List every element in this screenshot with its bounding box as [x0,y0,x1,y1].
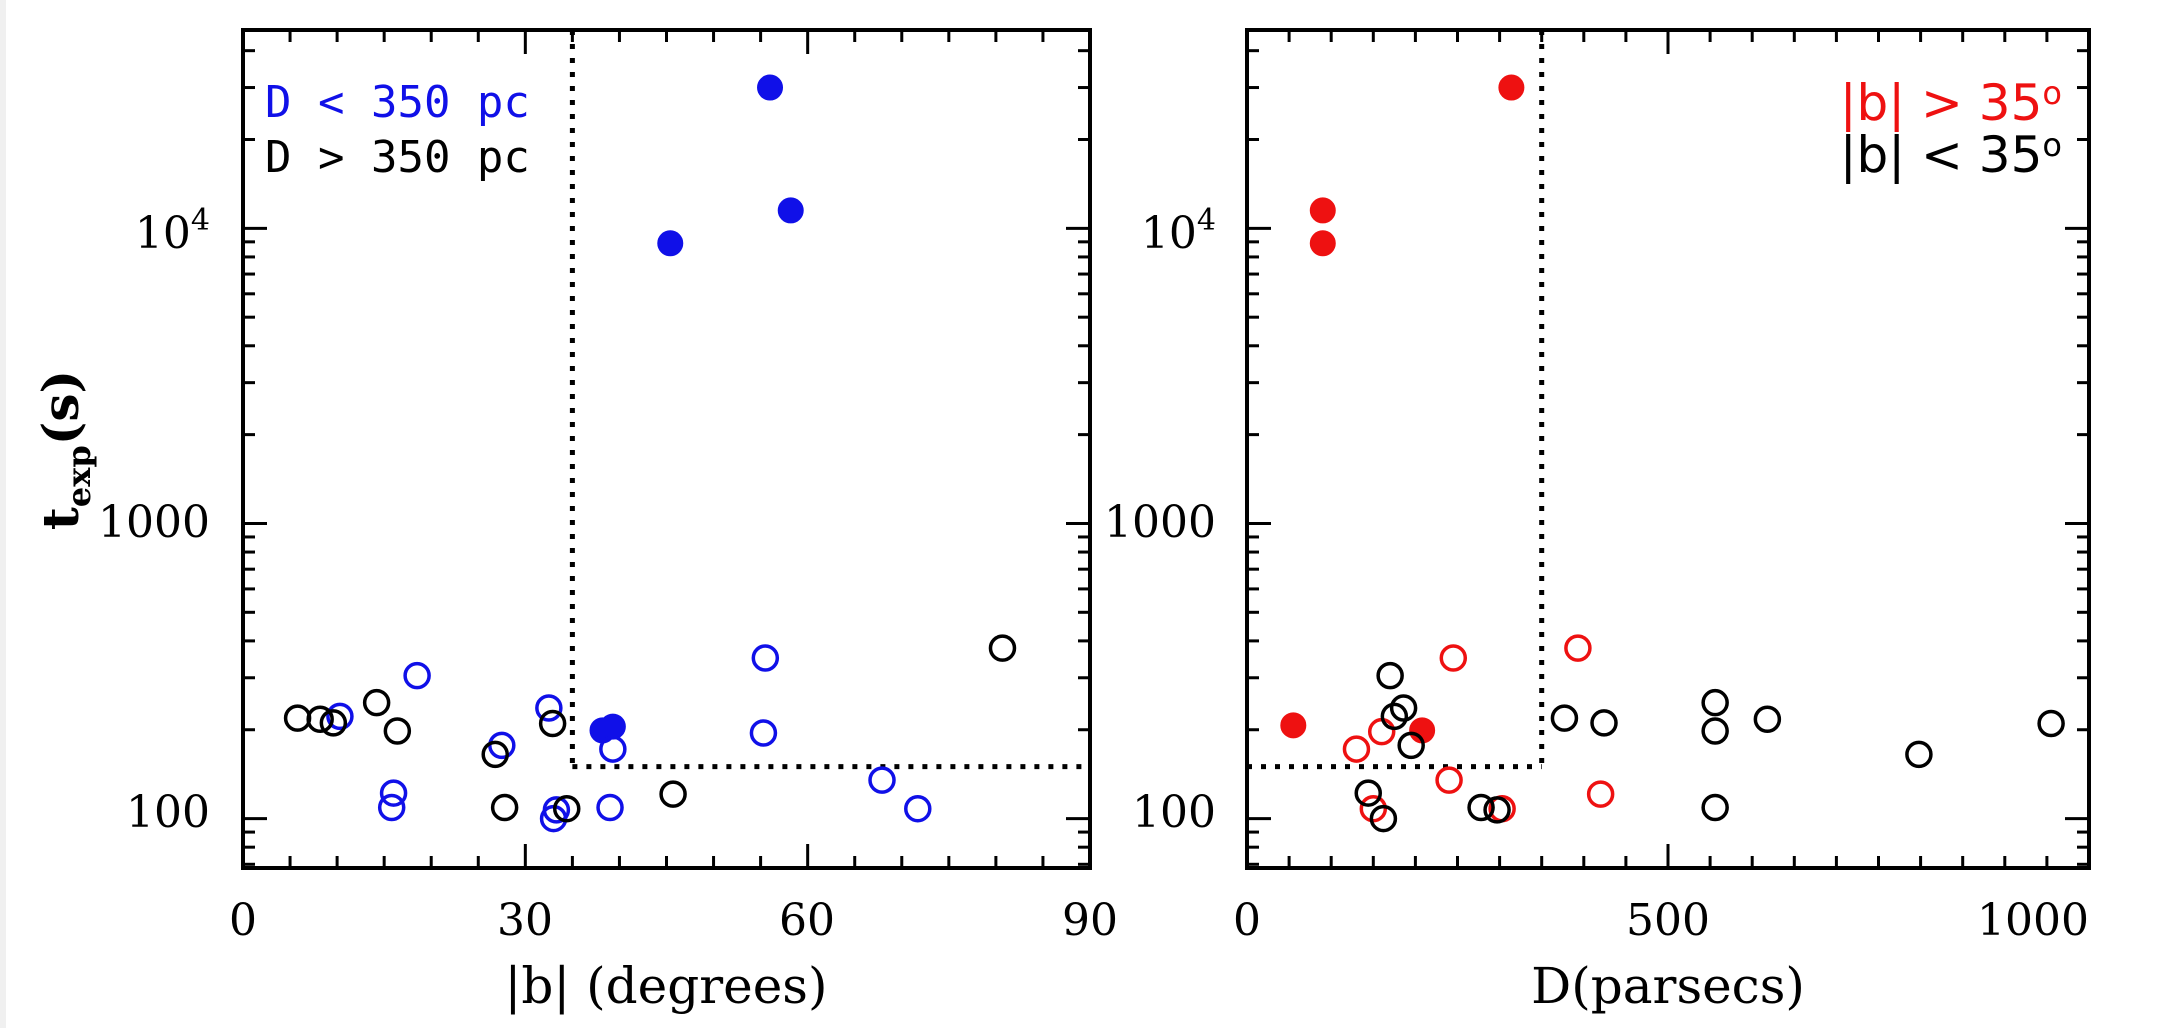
data-point-filled [1280,712,1307,739]
data-point-open [1905,740,1933,769]
x-tick-label: 0 [229,895,257,946]
legend-entry-near: D < 350 pc [265,77,530,128]
points-right [1280,74,2065,833]
data-point-open [1701,793,1729,822]
x-tick-label: 1000 [1977,895,2089,946]
data-point-open [1483,796,1511,824]
data-point-open [1369,804,1398,833]
x-axis-label-left: |b| (degrees) [505,957,828,1015]
data-point-open [1359,794,1388,823]
y-axis-label-suffix: (s) [31,370,90,445]
data-point-open [1467,793,1495,822]
y-tick-label-1000: 1000 [98,497,210,548]
data-point-open [988,634,1017,662]
panel-left: 100 1000 104 0 30 60 90 |b| (degrees) te… [31,28,1118,1015]
panel-right: 100 1000 104 0 500 1000 D(parsecs) |b| >… [1104,28,2091,1015]
x-tick-label: 30 [497,895,553,946]
y-tick-label-10000: 104 [135,203,210,259]
data-point-open [1753,705,1782,734]
data-point-open [306,705,334,734]
data-point-open [377,793,406,822]
y-tick-label-100: 100 [1132,787,1216,838]
legend-entry-far: D > 350 pc [265,132,530,183]
data-point-open [596,793,624,822]
data-point-open [490,793,519,822]
x-tick-label: 0 [1233,895,1261,946]
data-point-open [868,766,896,794]
data-point-open [481,740,509,769]
y-tick-label-10000-base: 10 [135,208,191,259]
legend-degree: o [2042,126,2062,164]
ticks-right [1245,30,2091,868]
data-point-open [326,702,354,731]
legend-entry-high-lat: |b| > 35o [1840,74,2062,132]
data-point-open [1590,709,1618,737]
y-axis-label-main: t [31,507,90,530]
data-point-open [659,780,687,808]
data-point-open [599,735,627,763]
data-point-filled [777,197,804,224]
y-tick-label-10000-exp: 4 [1197,203,1216,238]
data-point-open [751,644,780,672]
data-point-open [1701,688,1729,717]
data-point-open [379,779,408,807]
data-point-filled [1309,197,1336,224]
data-point-open [1367,717,1396,746]
y-axis-label: texp(s) [31,370,98,530]
data-point-open [283,704,312,732]
y-tick-label-10000-base: 10 [1141,208,1197,259]
data-point-open [552,794,581,823]
data-point-open [1564,634,1592,662]
x-tick-label: 500 [1626,895,1710,946]
data-point-open [1380,702,1409,731]
y-tick-label-1000: 1000 [1104,497,1216,548]
data-point-open [403,661,431,690]
legend-entry-low-lat: |b| < 35o [1840,126,2062,184]
data-point-open [1550,704,1579,732]
data-point-open [1701,717,1729,745]
data-point-open [383,717,412,745]
data-point-open [538,709,567,738]
data-point-open [1439,644,1468,672]
y-axis-label-sub: exp [60,445,98,507]
data-point-filled [657,230,684,257]
data-point-filled [1309,230,1336,257]
y-tick-label-10000-exp: 4 [191,203,210,238]
data-point-filled [599,713,626,740]
y-tick-label-100: 100 [126,787,210,838]
data-point-open [904,794,932,823]
data-point-open [1354,779,1382,807]
legend-degree: o [2042,74,2062,112]
data-point-open [362,688,391,717]
data-point-open [1389,694,1418,722]
y-tick-label-10000: 104 [1141,203,1216,259]
data-point-open [535,694,563,722]
legend-label: |b| > 35 [1840,74,2043,132]
data-point-open [749,719,778,747]
data-point-open [1376,661,1404,690]
data-point-open [319,709,348,737]
x-tick-label: 60 [779,895,835,946]
left-margin-strip [0,0,6,1028]
data-point-open [1342,735,1371,763]
data-point-open [1435,766,1463,794]
ticks-left [241,30,1092,868]
data-point-filled [1498,74,1525,101]
data-point-open [1397,731,1425,760]
data-point-open [2037,709,2065,738]
data-point-filled [757,74,784,101]
x-tick-label: 90 [1062,895,1118,946]
legend-label: |b| < 35 [1840,126,2043,184]
points-left [283,74,1017,833]
x-axis-label-right: D(parsecs) [1531,957,1805,1015]
data-point-open [1586,780,1615,808]
